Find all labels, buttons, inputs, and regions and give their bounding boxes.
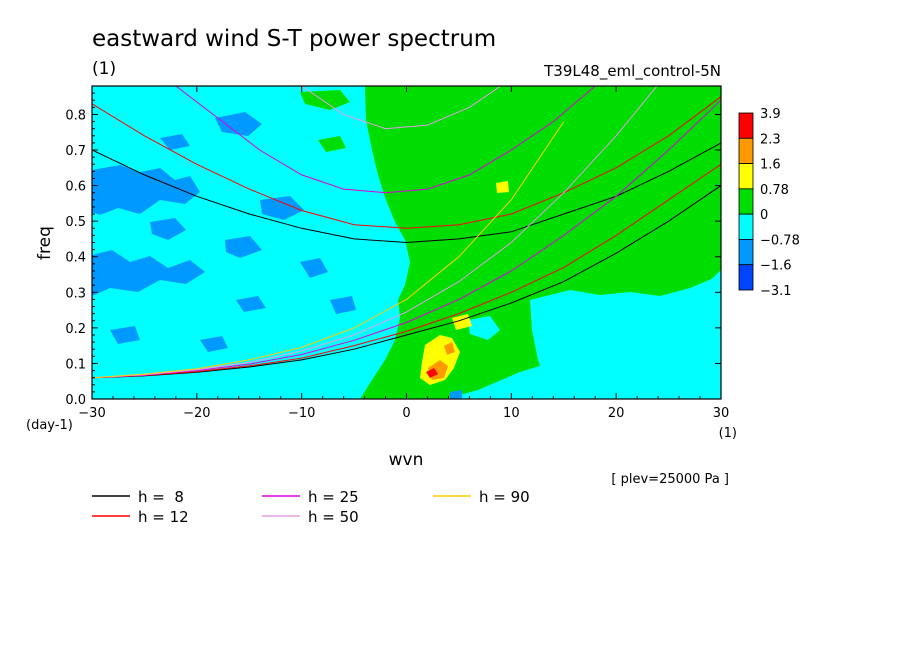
dispersion-curve-50-6 [92, 86, 658, 379]
legend-label: h = 25 [308, 488, 359, 506]
legend-label: h = 12 [138, 508, 189, 526]
field-positive-patch [300, 90, 350, 110]
heatmap-field [92, 86, 721, 399]
y-axis-label: freq [35, 226, 55, 260]
y-tick-label: 0.7 [65, 144, 86, 159]
field-low-patch [110, 326, 140, 344]
y-tick-label: 0.6 [65, 180, 86, 195]
field-high-patch [496, 181, 509, 193]
field-low-patch [450, 390, 462, 399]
x-tick-label: −30 [78, 406, 105, 421]
field-low-patch [330, 296, 356, 314]
legend: h = 8 h = 25 h = 90 h = 12 h = 50 [92, 488, 530, 526]
colorbar-label: −0.78 [760, 233, 800, 248]
colorbar-label: 2.3 [760, 132, 781, 147]
field-negative-patch [600, 336, 640, 356]
y-axis-unit: (day-1) [26, 418, 73, 433]
dispersion-curve-25-5 [175, 86, 596, 194]
x-tick-label: −10 [288, 406, 315, 421]
colorbar-swatch [738, 137, 754, 164]
field-peak-patch [426, 368, 438, 378]
colorbar: 3.9 2.3 1.6 0.78 0 −0.78 −1.6 −3.1 [738, 107, 800, 299]
y-tick-label: 0.0 [65, 393, 86, 408]
field-low-patch [236, 296, 266, 312]
colorbar-label: 1.6 [760, 158, 781, 173]
field-low-patch [260, 196, 304, 220]
dispersion-curve-12-2 [92, 163, 721, 379]
field-low-patch [150, 218, 186, 240]
field-positive-patch [318, 136, 346, 152]
field-low-patch [225, 236, 262, 258]
field-low-patch [300, 258, 328, 278]
dispersion-curve-12-3 [92, 96, 721, 229]
y-tick-label: 0.5 [65, 215, 86, 230]
colorbar-label: −3.1 [760, 284, 792, 299]
y-tick-label: 0.2 [65, 322, 86, 337]
colorbar-swatch [738, 239, 754, 266]
colorbar-label: 0.78 [760, 183, 789, 198]
legend-label: h = 90 [479, 488, 530, 506]
plot-area: −30 −20 −10 0 10 20 30 0.00.10.20.30.40.50.60.… [65, 85, 729, 421]
field-negative-patch [650, 326, 690, 344]
dispersion-curve-90-8 [92, 121, 565, 379]
colorbar-swatch [738, 163, 754, 190]
colorbar-label: −1.6 [760, 259, 792, 274]
chart-title: eastward wind S-T power spectrum [92, 26, 496, 52]
field-low-patch [200, 336, 228, 352]
dispersion-curve-90-9 [402, 86, 440, 87]
colorbar-label: 0 [760, 208, 768, 223]
field-low-patch [92, 165, 200, 215]
colorbar-label: 3.9 [760, 107, 781, 122]
dispersion-curves [92, 86, 721, 379]
y-axis: 0.0 0.1 0.2 0.3 0.4 0.5 0.6 0.7 0.8 [65, 92, 721, 408]
chart-subtitle-left: (1) [92, 59, 116, 79]
field-low-patch [160, 134, 190, 150]
field-low-patch [92, 250, 205, 296]
x-tick-label: 20 [608, 406, 625, 421]
y-tick-label: 0.4 [65, 251, 86, 266]
x-tick-label: −20 [183, 406, 210, 421]
x-tick-label: 10 [503, 406, 520, 421]
field-higher-patch [444, 342, 455, 355]
colorbar-swatch [738, 213, 754, 240]
colorbar-swatch [738, 188, 754, 215]
y-tick-label: 0.3 [65, 286, 86, 301]
field-low-patch [215, 112, 262, 136]
legend-label: h = 8 [138, 488, 184, 506]
colorbar-swatch [738, 112, 754, 139]
x-axis: −30 −20 −10 0 10 20 30 [78, 86, 729, 421]
x-tick-label: 30 [713, 406, 730, 421]
dispersion-curve-8-0 [92, 185, 721, 379]
legend-label: h = 50 [308, 508, 359, 526]
x-tick-label: 0 [402, 406, 410, 421]
dispersion-curve-50-7 [300, 86, 502, 130]
colorbar-swatch [738, 264, 754, 291]
y-tick-label: 0.8 [65, 108, 86, 123]
x-axis-unit: (1) [719, 426, 737, 441]
y-tick-label: 0.1 [65, 357, 86, 372]
x-axis-label: wvn [389, 450, 424, 470]
dispersion-curve-25-4 [92, 99, 721, 379]
field-positive-region [360, 86, 721, 399]
chart-subtitle-right: T39L48_eml_control-5N [543, 62, 721, 81]
level-annotation: [ plev=25000 Pa ] [611, 472, 729, 487]
field-negative-patch [468, 316, 500, 340]
